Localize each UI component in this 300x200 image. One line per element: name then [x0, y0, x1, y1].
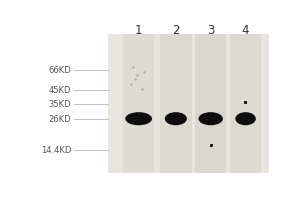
Text: 1: 1 [135, 24, 142, 37]
Ellipse shape [165, 112, 187, 125]
Text: 2: 2 [172, 24, 180, 37]
Ellipse shape [236, 112, 256, 125]
Text: 66KD: 66KD [49, 66, 71, 75]
Text: 45KD: 45KD [49, 86, 71, 95]
Text: 3: 3 [207, 24, 214, 37]
Bar [195, 34, 226, 173]
Bar [230, 34, 261, 173]
Text: 4: 4 [242, 24, 249, 37]
Text: 35KD: 35KD [49, 100, 71, 109]
Bar [226, 34, 228, 173]
Bar [191, 34, 194, 173]
Bar [123, 34, 154, 173]
Bar [160, 34, 191, 173]
Text: 26KD: 26KD [49, 115, 71, 124]
Bar [108, 34, 269, 173]
Bar [154, 34, 156, 173]
Text: 14.4KD: 14.4KD [41, 146, 71, 155]
Ellipse shape [199, 112, 223, 125]
Ellipse shape [125, 112, 152, 125]
